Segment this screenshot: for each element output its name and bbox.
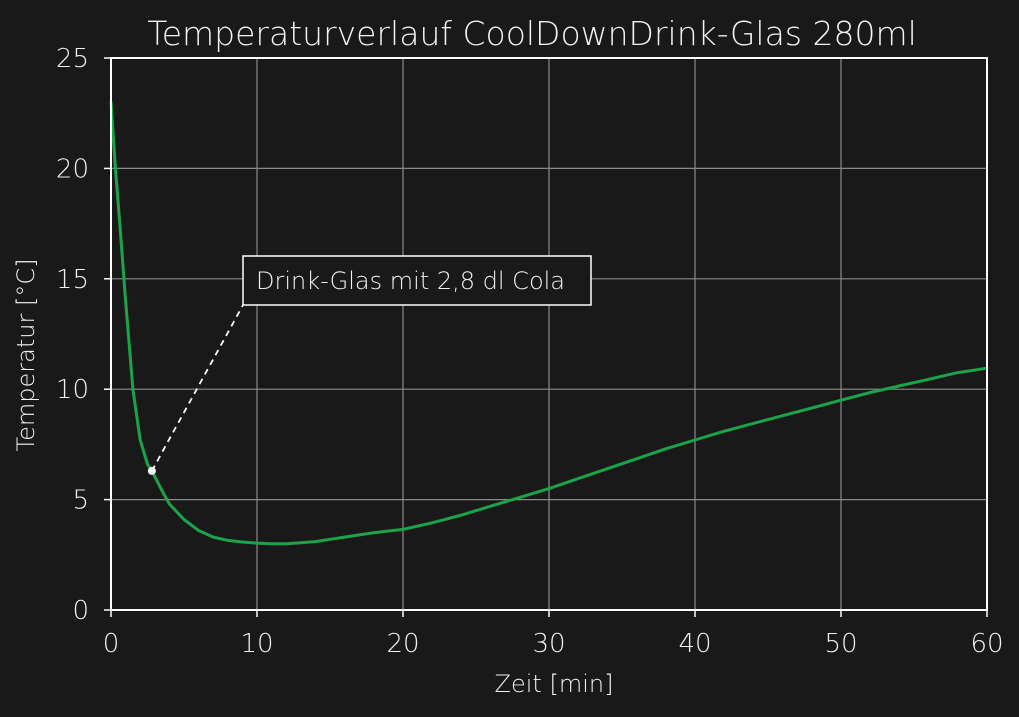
annotation-box — [242, 255, 592, 306]
y-axis-label: Temperatur [°C] — [12, 259, 40, 452]
annotation-label: Drink-Glas mit 2,8 dl Cola — [256, 267, 565, 295]
ticks: 0 10 20 30 40 50 60 0 5 10 15 20 25 — [56, 44, 1004, 659]
x-tick-label: 40 — [678, 629, 711, 659]
y-tick-label: 15 — [56, 265, 89, 295]
y-tick-label: 5 — [72, 486, 89, 516]
x-tick-label: 20 — [386, 629, 419, 659]
x-tick-label: 10 — [240, 629, 273, 659]
annotation-leader-line — [151, 304, 244, 472]
y-tick-label: 10 — [56, 375, 89, 405]
annotation-marker — [147, 466, 156, 475]
y-tick-label: 0 — [72, 596, 89, 626]
series-layer — [109, 100, 989, 546]
annotation: Drink-Glas mit 2,8 dl Cola — [147, 255, 592, 475]
x-tick-label: 0 — [103, 629, 120, 659]
x-tick-label: 50 — [824, 629, 857, 659]
y-tick-label: 25 — [56, 44, 89, 74]
x-axis-label: Zeit [min] — [495, 670, 614, 698]
grid — [111, 58, 987, 610]
x-tick-label: 30 — [532, 629, 565, 659]
x-tick-label: 60 — [970, 629, 1003, 659]
y-tick-label: 20 — [56, 154, 89, 184]
temperature-series-line — [109, 100, 989, 546]
chart-title: Temperaturverlauf CoolDownDrink-Glas 280… — [147, 14, 917, 53]
